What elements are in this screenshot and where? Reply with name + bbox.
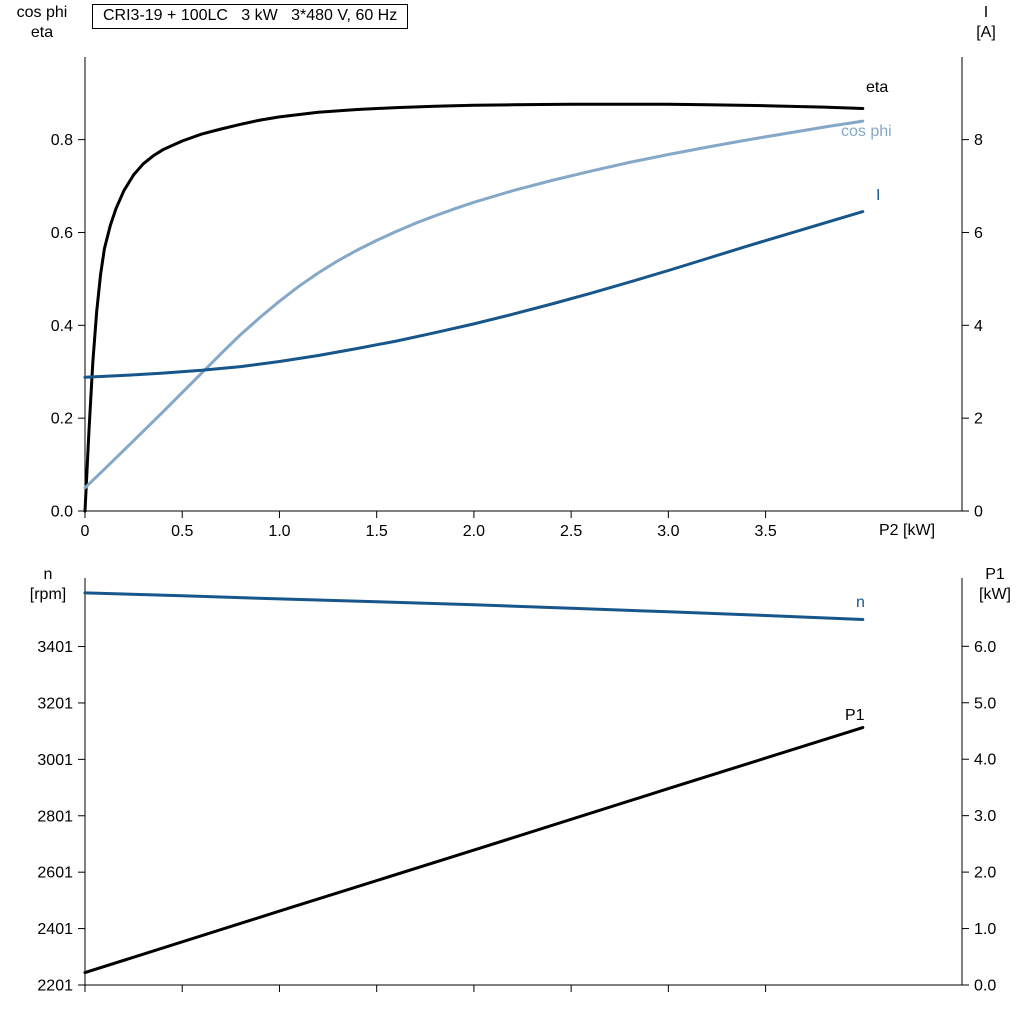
current-axis-unit: [A] (976, 24, 996, 41)
y-tick-label-left: 3401 (37, 639, 73, 656)
y-tick-label-right: 6 (974, 225, 983, 242)
y-tick-label-left: 2601 (37, 865, 73, 882)
series-cos-phi (83, 119, 865, 490)
y-tick-label-left: 3001 (37, 752, 73, 769)
power-curve-label: P1 (845, 707, 865, 724)
y-tick-label-left: 2801 (37, 808, 73, 825)
y-tick-label-left: 0.8 (51, 132, 73, 149)
power-axis-unit: [kW] (979, 586, 1011, 603)
y-tick-label-left: 0.0 (51, 504, 73, 521)
y-tick-label-right: 4 (974, 318, 983, 335)
speed-axis-label: n (43, 566, 53, 583)
top-left-axis-title: cos phi eta (2, 3, 82, 43)
bottom-right-axis-title: P1 [kW] (969, 565, 1021, 605)
y-tick-label-left: 2201 (37, 978, 73, 995)
series-i (83, 210, 865, 379)
x-axis-label: P2 [kW] (879, 522, 936, 539)
bottom-left-axis-title: n [rpm] (17, 565, 79, 605)
y-tick-label-right: 0.0 (974, 978, 996, 995)
speed-curve-label: n (856, 594, 865, 611)
x-tick-label: 3.5 (754, 523, 776, 540)
y-tick-label-right: 0 (974, 504, 983, 521)
x-tick-label: 0 (81, 523, 90, 540)
current-curve-label: I (876, 187, 881, 204)
cos-phi-axis-label: cos phi (16, 4, 68, 21)
x-tick-label: 3.0 (657, 523, 679, 540)
y-tick-label-right: 6.0 (974, 639, 996, 656)
series-eta (83, 102, 865, 513)
series-p1 (83, 726, 865, 975)
cos-phi-curve-label: cos phi (841, 123, 892, 140)
y-tick-label-right: 5.0 (974, 695, 996, 712)
x-tick-label: 0.5 (171, 523, 193, 540)
y-tick-label-right: 3.0 (974, 808, 996, 825)
eta-curve-label: eta (866, 79, 889, 96)
chart-title: CRI3-19 + 100LC 3 kW 3*480 V, 60 Hz (92, 4, 409, 29)
x-tick-label: 2.0 (463, 523, 485, 540)
x-tick-label: 2.5 (560, 523, 582, 540)
y-tick-label-right: 4.0 (974, 752, 996, 769)
x-tick-label: 1.0 (268, 523, 290, 540)
series-n (83, 591, 865, 621)
x-tick-label: 1.5 (366, 523, 388, 540)
power-axis-label: P1 (985, 566, 1005, 583)
y-tick-label-left: 0.6 (51, 225, 73, 242)
y-tick-label-left: 0.4 (51, 318, 73, 335)
top-right-axis-title: I [A] (963, 3, 1009, 43)
y-tick-label-left: 0.2 (51, 411, 73, 428)
y-tick-label-left: 2401 (37, 921, 73, 938)
y-tick-label-right: 2.0 (974, 865, 996, 882)
y-tick-label-right: 2 (974, 411, 983, 428)
y-tick-label-right: 1.0 (974, 921, 996, 938)
y-tick-label-left: 3201 (37, 695, 73, 712)
y-tick-label-right: 8 (974, 132, 983, 149)
current-axis-label: I (983, 4, 989, 21)
speed-axis-unit: [rpm] (29, 586, 67, 603)
eta-axis-label: eta (30, 24, 54, 41)
